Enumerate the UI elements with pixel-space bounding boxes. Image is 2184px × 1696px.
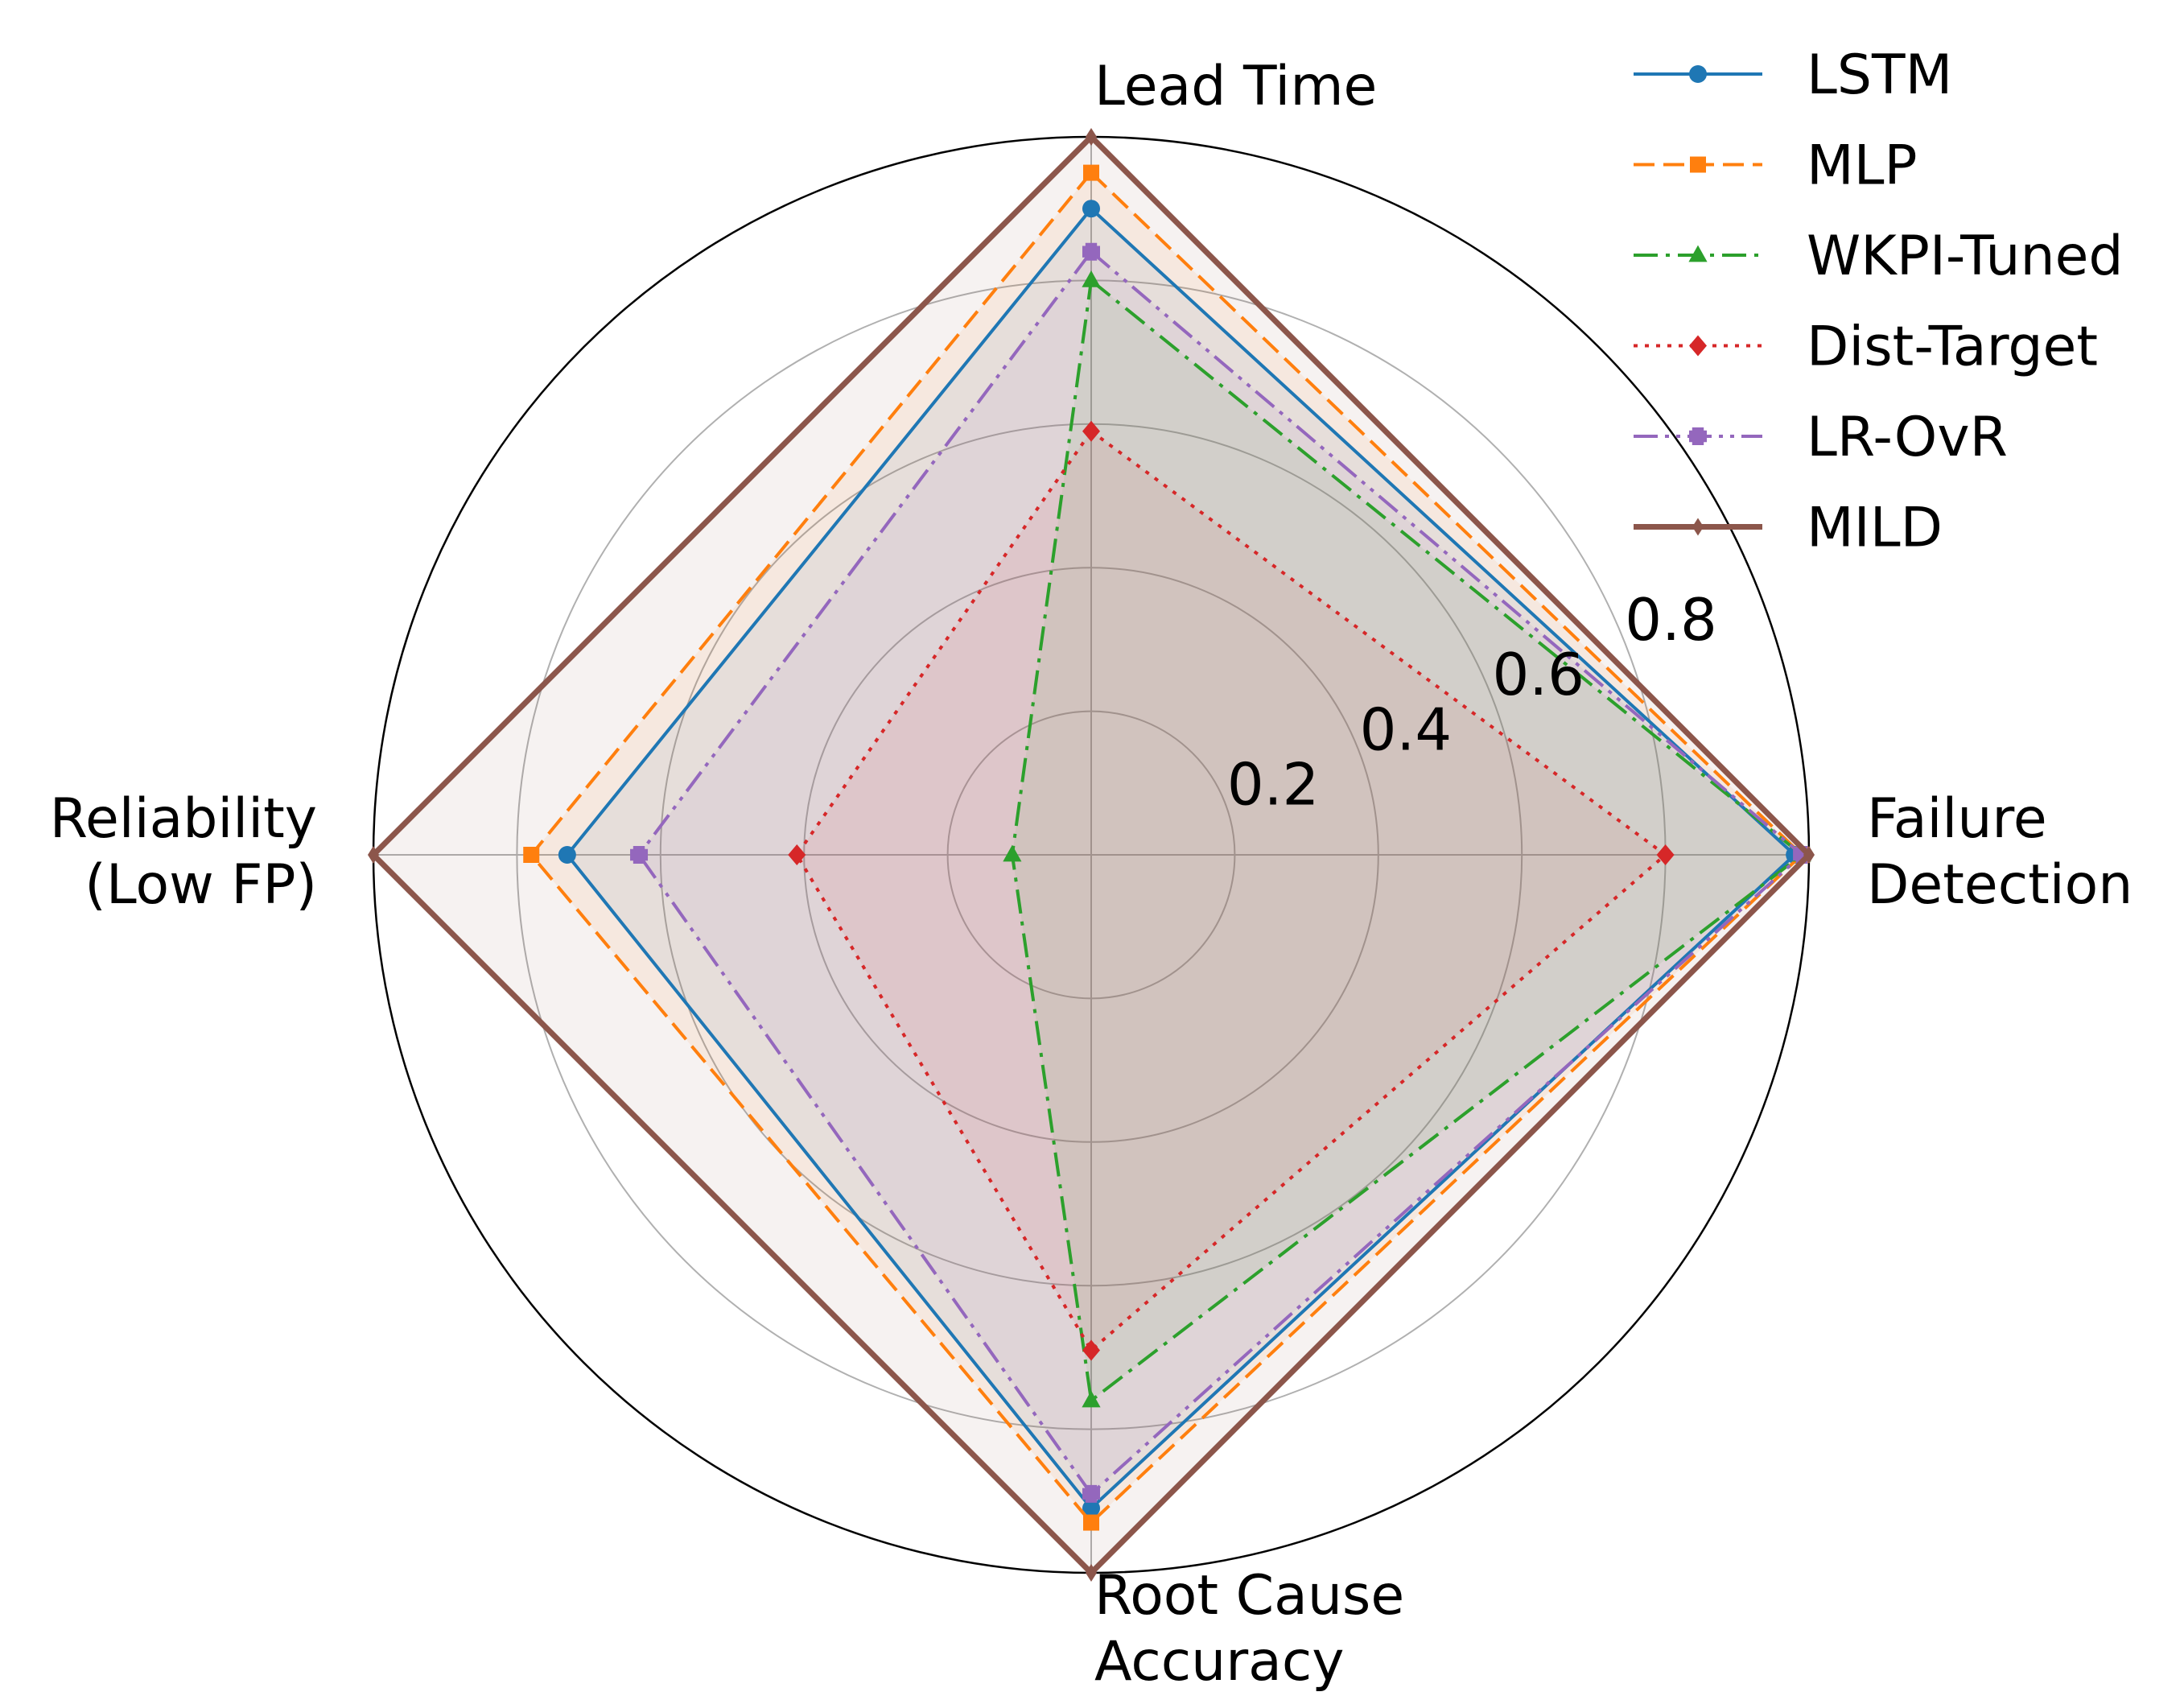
point-LSTM-0	[1082, 200, 1100, 218]
legend-label-MILD: MILD	[1807, 497, 1943, 560]
point-MLP-2	[1083, 1514, 1099, 1531]
point-MILD-1	[1803, 846, 1815, 864]
point-LR-OvR-0	[1082, 242, 1101, 261]
axis-labels: Lead Time Failure Detection Root Cause Accur…	[50, 55, 2133, 1694]
legend-marker-LR-OvR	[1689, 427, 1707, 445]
point-MILD-2	[1086, 1564, 1097, 1582]
series-Dist-Target	[788, 420, 1675, 1361]
point-WKPI-Tuned-2	[1082, 1390, 1101, 1408]
legend-item-MLP: MLP	[1634, 134, 1918, 198]
series-fill-WKPI-Tuned	[1012, 280, 1803, 1401]
point-LSTM-3	[558, 846, 576, 864]
r-tick-label-3: 0.8	[1625, 586, 1717, 654]
legend-item-LSTM: LSTM	[1634, 43, 1952, 107]
point-WKPI-Tuned-0	[1082, 270, 1101, 287]
point-MILD-3	[368, 846, 379, 864]
axis-label-2: Root Cause Accuracy	[1094, 1564, 1404, 1694]
point-MILD-0	[1086, 128, 1097, 146]
point-MLP-0	[1083, 164, 1099, 181]
axis-label-3: Reliability (Low FP)	[50, 787, 317, 917]
series-fill-Dist-Target	[797, 431, 1666, 1351]
r-tick-labels: 0.2 0.4 0.6 0.8	[1227, 586, 1717, 819]
legend-item-WKPI-Tuned: WKPI-Tuned	[1634, 225, 2124, 288]
series-fill-LR-OvR	[639, 251, 1803, 1494]
legend-label-MLP: MLP	[1807, 134, 1918, 198]
legend-item-Dist-Target: Dist-Target	[1634, 316, 2098, 379]
point-Dist-Target-0	[1082, 420, 1100, 442]
series-MILD	[368, 128, 1815, 1582]
series-fill-MLP	[531, 172, 1803, 1523]
legend: LSTM MLP WKPI-Tuned Dist-Target LR-OvR MILD	[1634, 43, 2124, 560]
point-LR-OvR-3	[630, 846, 649, 865]
legend-label-Dist-Target: Dist-Target	[1807, 316, 2098, 379]
legend-marker-Dist-Target	[1689, 335, 1707, 357]
series-fill-LSTM	[567, 208, 1795, 1508]
point-WKPI-Tuned-3	[1003, 844, 1022, 862]
series-lines	[368, 128, 1815, 1582]
point-LR-OvR-2	[1082, 1484, 1101, 1503]
point-Dist-Target-2	[1082, 1339, 1100, 1361]
legend-label-LSTM: LSTM	[1807, 43, 1952, 107]
r-tick-label-1: 0.4	[1360, 695, 1453, 763]
r-tick-label-0: 0.2	[1227, 751, 1320, 819]
legend-marker-WKPI-Tuned	[1688, 245, 1708, 262]
point-LSTM-2	[1082, 1499, 1100, 1517]
axis-label-0: Lead Time	[1094, 55, 1377, 118]
legend-marker-MILD	[1692, 518, 1704, 536]
r-tick-label-2: 0.6	[1492, 641, 1584, 708]
point-MLP-3	[523, 847, 540, 863]
point-Dist-Target-3	[788, 844, 806, 865]
series-line-Dist-Target	[794, 428, 1668, 1353]
series-line-WKPI-Tuned	[1010, 277, 1805, 1404]
axis-label-1: Failure Detection	[1867, 787, 2132, 917]
series-line-MLP	[529, 170, 1804, 1525]
legend-item-MILD: MILD	[1634, 497, 1943, 560]
point-Dist-Target-1	[1656, 844, 1675, 865]
legend-label-WKPI-Tuned: WKPI-Tuned	[1807, 225, 2124, 288]
legend-item-LR-OvR: LR-OvR	[1634, 406, 2008, 469]
legend-label-LR-OvR: LR-OvR	[1807, 406, 2008, 469]
legend-marker-LSTM	[1689, 65, 1707, 83]
legend-marker-MLP	[1690, 156, 1706, 173]
